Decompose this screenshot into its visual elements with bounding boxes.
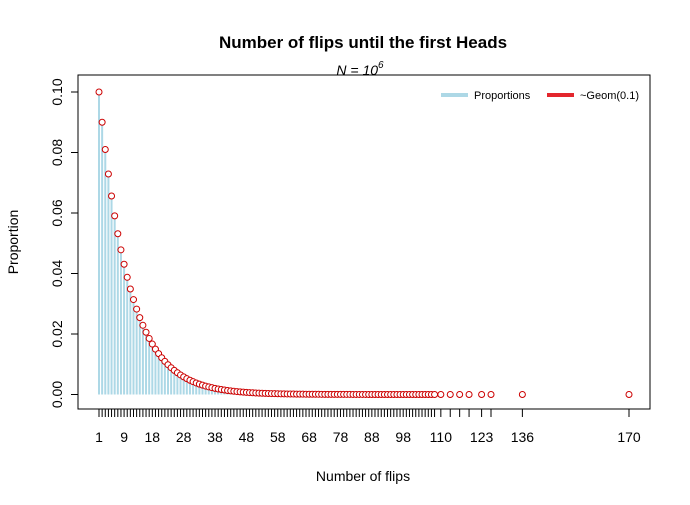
y-tick-label-3: 0.06	[49, 199, 65, 226]
legend-proportions-label: Proportions	[474, 90, 531, 102]
point-15	[139, 321, 147, 329]
x-tick-label-2: 18	[145, 429, 161, 445]
point-11	[126, 285, 134, 293]
y-tick-label-4: 0.08	[49, 139, 65, 166]
point-170	[625, 391, 633, 398]
point-8	[117, 246, 125, 254]
point-1	[95, 88, 103, 96]
point-4	[104, 170, 112, 178]
y-tick-label-0: 0.00	[49, 381, 65, 408]
point-2	[98, 118, 106, 126]
point-116	[456, 390, 464, 398]
point-9	[120, 260, 128, 268]
point-3	[101, 145, 109, 153]
y-tick-label-2: 0.04	[49, 260, 65, 287]
y-tick-label-5: 0.10	[49, 78, 65, 105]
point-113	[446, 390, 454, 398]
x-tick-label-4: 38	[207, 429, 223, 445]
point-10	[123, 273, 131, 281]
x-tick-label-10: 98	[395, 429, 411, 445]
x-axis: 1 9 18 28 38 48 58 68 78 88 98 110 123 136 170	[95, 408, 641, 445]
x-axis-label: Number of flips	[316, 468, 410, 484]
x-tick-label-9: 88	[364, 429, 380, 445]
x-tick-label-0: 1	[95, 429, 103, 445]
point-16	[142, 328, 150, 336]
y-axis-label: Proportion	[5, 210, 21, 275]
point-17	[145, 334, 153, 342]
subtitle-exponent: 6	[378, 60, 384, 71]
point-12	[129, 296, 137, 304]
point-136	[518, 390, 526, 398]
x-tick-label-1: 9	[120, 429, 128, 445]
y-tick-label-1: 0.02	[49, 320, 65, 347]
x-tick-label-12: 123	[470, 429, 494, 445]
x-tick-label-3: 28	[176, 429, 192, 445]
chart-subtitle: N = 106	[336, 60, 384, 78]
point-110	[437, 390, 445, 398]
legend-geom-label: ~Geom(0.1)	[580, 90, 639, 102]
subtitle-base: N = 10	[336, 62, 378, 78]
x-tick-label-13: 136	[511, 429, 535, 445]
point-7	[114, 230, 122, 238]
chart-title: Number of flips until the first Heads	[219, 33, 507, 52]
x-tick-label-11: 110	[430, 429, 453, 445]
point-108	[431, 390, 439, 398]
point-126	[487, 390, 495, 398]
point-6	[111, 212, 119, 220]
y-axis: 0.00 0.02 0.04 0.06 0.08 0.10	[49, 78, 79, 408]
point-13	[133, 305, 141, 313]
legend: Proportions ~Geom(0.1)	[441, 90, 639, 102]
point-119	[465, 390, 473, 398]
x-tick-label-5: 48	[239, 429, 255, 445]
x-tick-label-14: 170	[617, 429, 641, 445]
x-tick-label-7: 68	[301, 429, 317, 445]
point-5	[108, 192, 116, 200]
point-14	[136, 314, 144, 322]
point-123	[478, 390, 486, 398]
x-tick-label-6: 58	[270, 429, 286, 445]
bars-layer	[98, 92, 630, 395]
points-layer	[95, 88, 633, 398]
x-tick-label-8: 78	[333, 429, 349, 445]
point-18	[148, 340, 156, 348]
